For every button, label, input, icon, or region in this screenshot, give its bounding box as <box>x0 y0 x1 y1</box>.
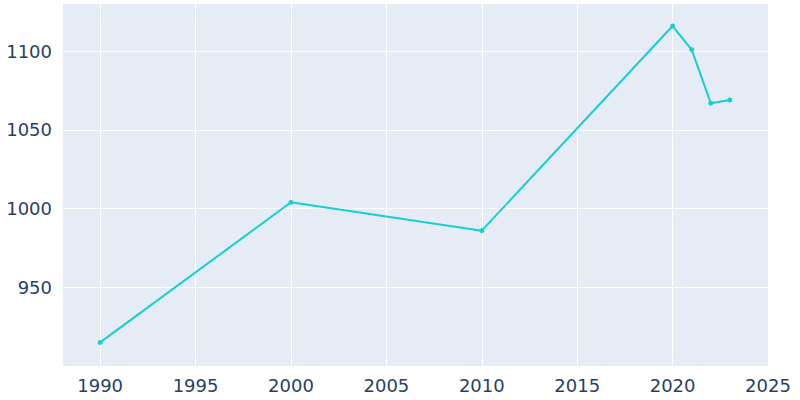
svg-text:1990: 1990 <box>77 375 123 396</box>
svg-text:1050: 1050 <box>6 119 52 140</box>
svg-text:2000: 2000 <box>268 375 314 396</box>
svg-text:2010: 2010 <box>459 375 505 396</box>
svg-text:2025: 2025 <box>745 375 791 396</box>
svg-text:2020: 2020 <box>650 375 696 396</box>
svg-text:2015: 2015 <box>554 375 600 396</box>
svg-text:2005: 2005 <box>363 375 409 396</box>
svg-text:950: 950 <box>18 277 52 298</box>
svg-text:1100: 1100 <box>6 41 52 62</box>
svg-text:1000: 1000 <box>6 198 52 219</box>
svg-text:1995: 1995 <box>173 375 219 396</box>
